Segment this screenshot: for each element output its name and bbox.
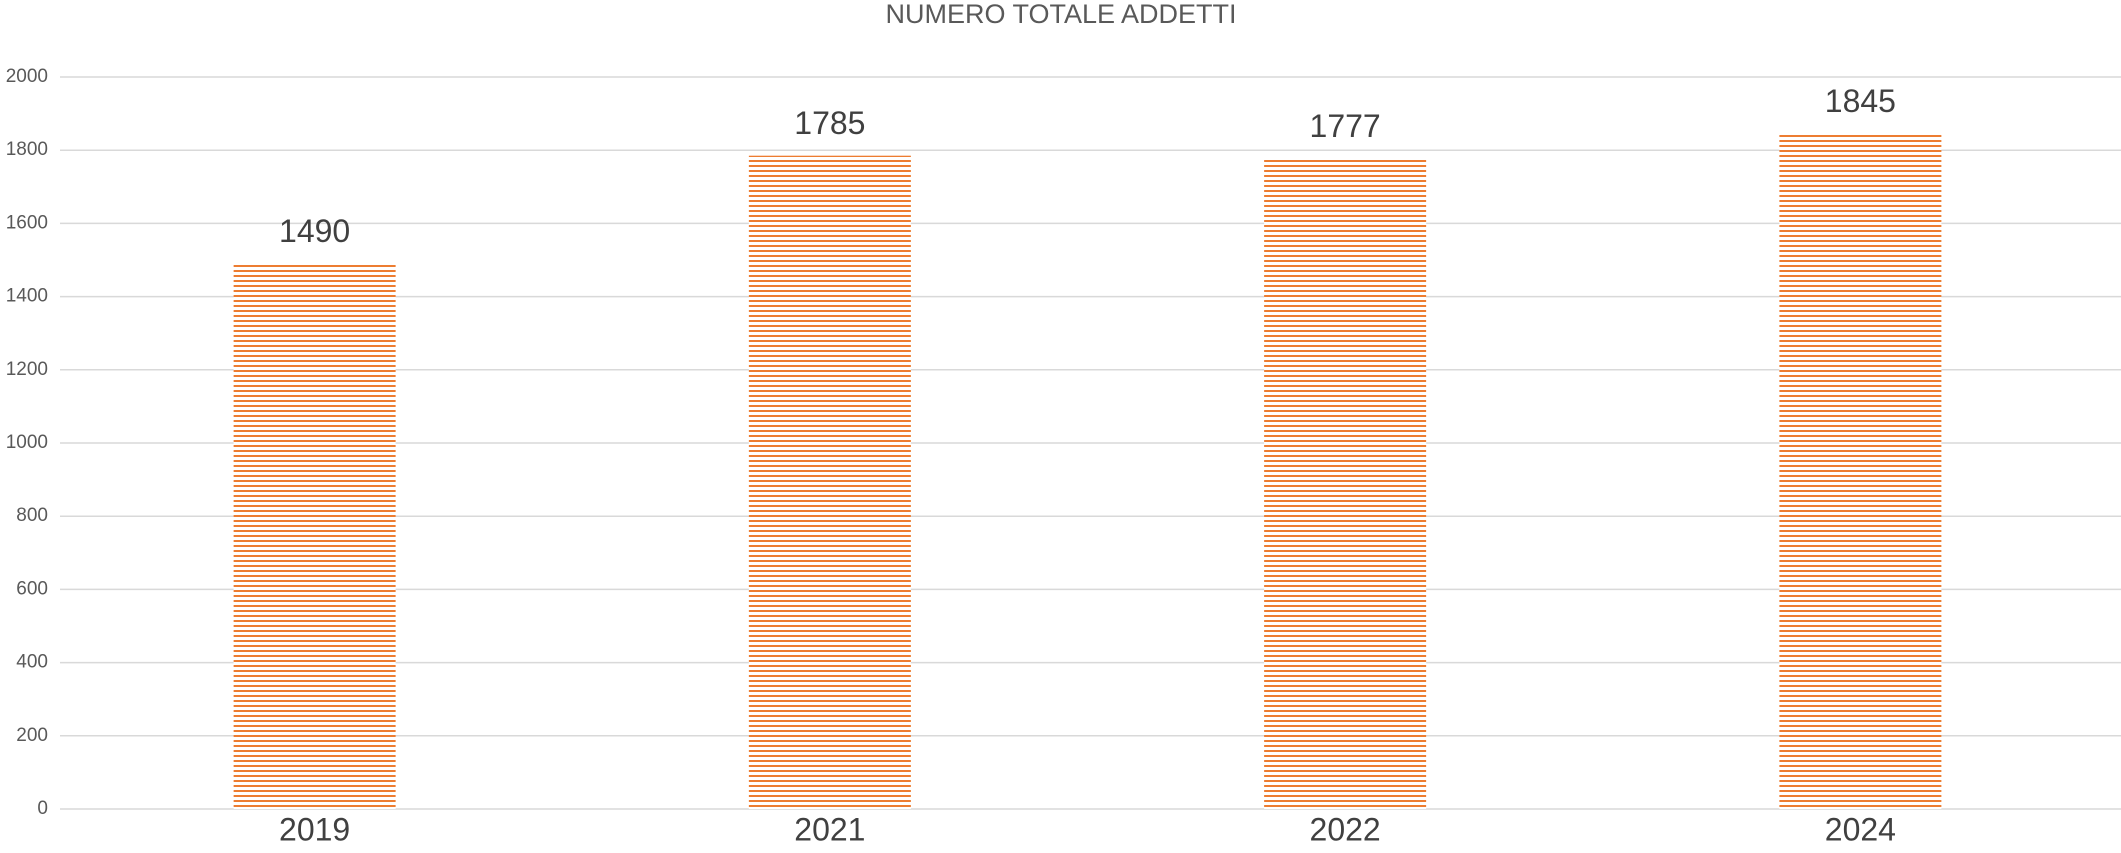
x-tick-label: 2022 <box>1310 811 1381 847</box>
bar <box>1264 158 1427 810</box>
data-label: 1490 <box>279 213 350 249</box>
y-tick-label: 1600 <box>6 212 48 233</box>
x-tick-label: 2021 <box>794 811 865 847</box>
data-label: 1785 <box>794 105 865 141</box>
y-tick-label: 1200 <box>6 359 48 380</box>
y-tick-label: 1800 <box>6 139 48 160</box>
y-tick-label: 200 <box>16 725 48 746</box>
data-label: 1777 <box>1310 108 1381 144</box>
chart-title: NUMERO TOTALE ADDETTI <box>885 0 1236 29</box>
x-tick-label: 2024 <box>1825 811 1896 847</box>
y-tick-label: 1400 <box>6 286 48 307</box>
y-tick-label: 2000 <box>6 66 48 87</box>
y-tick-label: 600 <box>16 578 48 599</box>
data-label: 1845 <box>1825 83 1896 119</box>
y-tick-label: 1000 <box>6 432 48 453</box>
y-tick-label: 400 <box>16 652 48 673</box>
x-tick-label: 2019 <box>279 811 350 847</box>
y-tick-label: 0 <box>37 798 48 819</box>
bar <box>1779 133 1942 810</box>
y-tick-label: 800 <box>16 505 48 526</box>
bar <box>233 263 396 809</box>
bar <box>748 155 911 809</box>
